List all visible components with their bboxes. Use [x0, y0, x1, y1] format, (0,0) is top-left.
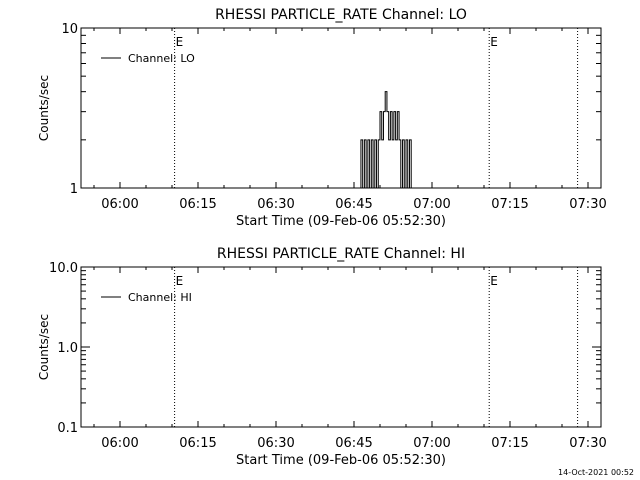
- ch0-y-tick-label: 1: [70, 182, 78, 197]
- ch0-x-tick-label: 07:30: [569, 197, 606, 212]
- ch0-y-tick-label: 10: [61, 22, 78, 37]
- ch1-x-tick-label: 07:15: [491, 436, 528, 451]
- ch1-x-tick-label: 07:00: [413, 436, 450, 451]
- ch1-x-tick-label: 06:00: [101, 436, 138, 451]
- ch0-x-tick-label: 06:00: [101, 197, 138, 212]
- ch0-x-tick-label: 06:45: [335, 197, 372, 212]
- ch1-event-label: E: [490, 274, 498, 288]
- ch1-y-axis-label: Counts/sec: [37, 314, 51, 380]
- ch0-x-tick-label: 07:15: [491, 197, 528, 212]
- ch0-x-axis-label: Start Time (09-Feb-06 05:52:30): [236, 214, 446, 229]
- ch1-y-tick-label: 0.1: [57, 421, 78, 436]
- ch1-y-tick-label: 1.0: [57, 341, 78, 356]
- ch0-x-tick-label: 06:30: [257, 197, 294, 212]
- ch1-x-tick-label: 06:30: [257, 436, 294, 451]
- ch0-series-line: [359, 91, 412, 189]
- ch1-y-tick-label: 10.0: [49, 261, 78, 276]
- generation-timestamp: 14-Oct-2021 00:52: [558, 468, 634, 477]
- ch0-legend-label: Channel: LO: [128, 52, 195, 65]
- ch0-y-axis-label: Counts/sec: [37, 75, 51, 141]
- ch0-x-tick-label: 07:00: [413, 197, 450, 212]
- ch1-legend-label: Channel: HI: [128, 291, 192, 304]
- ch1-x-tick-label: 06:15: [179, 436, 216, 451]
- ch0-event-label: E: [490, 35, 498, 49]
- ch1-x-axis-label: Start Time (09-Feb-06 05:52:30): [236, 453, 446, 468]
- ch1-event-label: E: [176, 274, 184, 288]
- ch0-event-label: E: [176, 35, 184, 49]
- ch0-plot-frame: [80, 27, 602, 189]
- ch1-x-tick-label: 07:30: [569, 436, 606, 451]
- ch0-x-tick-label: 06:15: [179, 197, 216, 212]
- ch0-chart-title: RHESSI PARTICLE_RATE Channel: LO: [215, 7, 467, 23]
- ch1-chart-title: RHESSI PARTICLE_RATE Channel: HI: [217, 246, 465, 262]
- ch1-x-tick-label: 06:45: [335, 436, 372, 451]
